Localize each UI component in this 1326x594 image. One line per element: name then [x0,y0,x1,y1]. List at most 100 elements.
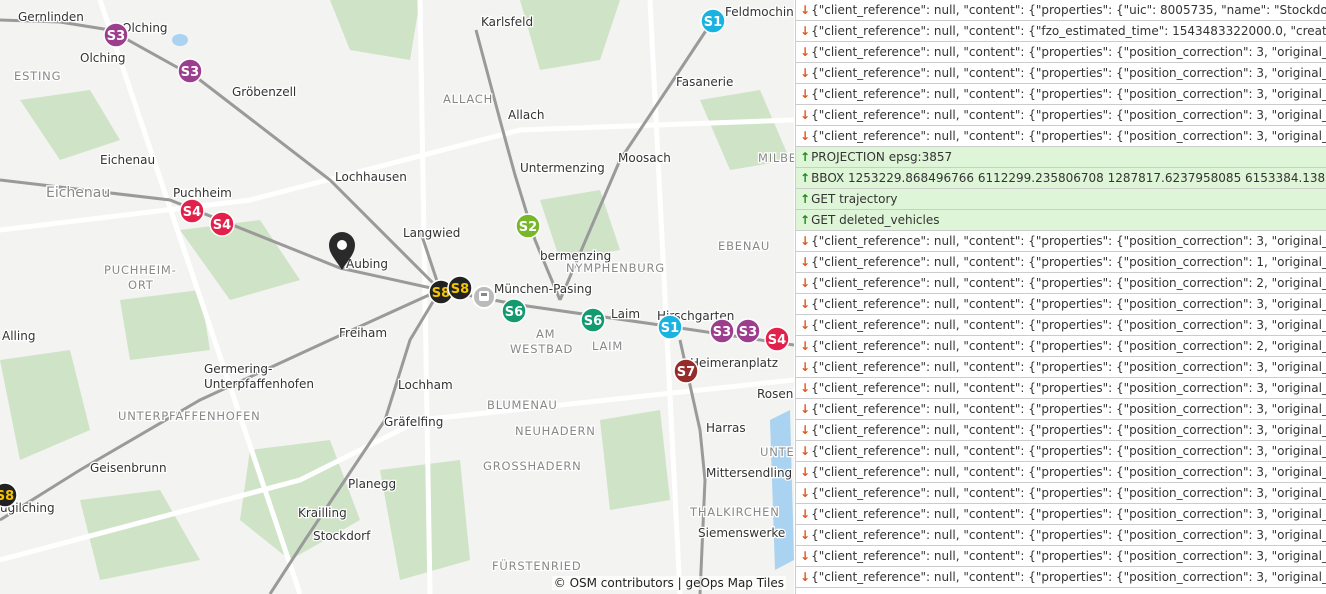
place-label: NYMPHENBURG [566,261,665,275]
log-row-sent[interactable]: ↑BBOX 1253229.868496766 6112299.23580670… [796,168,1326,189]
place-label: UNTER [760,445,794,459]
arrow-down-icon: ↓ [800,87,811,101]
log-row-received[interactable]: ↓{"client_reference": null, "content": {… [796,21,1326,42]
place-label: Olching [80,51,126,65]
websocket-log-panel[interactable]: ↓{"client_reference": null, "content": {… [795,0,1326,594]
place-label: GROSSHADERN [483,459,582,473]
train-marker-s4[interactable]: S4 [179,198,205,224]
water [172,34,794,570]
place-label: MILBE [758,151,794,165]
place-label: Geisenbrunn [90,461,167,475]
arrow-down-icon: ↓ [800,507,811,521]
train-marker-s4[interactable]: S4 [209,211,235,237]
arrow-up-icon: ↑ [800,171,811,185]
log-row-received[interactable]: ↓{"client_reference": null, "content": {… [796,294,1326,315]
log-row-sent[interactable]: ↑GET trajectory [796,189,1326,210]
log-text: BBOX 1253229.868496766 6112299.235806708… [811,171,1326,185]
log-row-received[interactable]: ↓{"client_reference": null, "content": {… [796,231,1326,252]
log-row-received[interactable]: ↓{"client_reference": null, "content": {… [796,0,1326,21]
train-circle [515,213,541,239]
log-row-received[interactable]: ↓{"client_reference": null, "content": {… [796,567,1326,588]
train-marker-s6[interactable]: S6 [501,298,527,324]
log-row-received[interactable]: ↓{"client_reference": null, "content": {… [796,126,1326,147]
map-canvas[interactable]: Gernlinden Olching Olching ESTING Gröbenzell… [0,0,794,594]
train-line-label: S1 [661,321,679,336]
log-text: {"client_reference": null, "content": {"… [811,402,1326,416]
log-row-received[interactable]: ↓{"client_reference": null, "content": {… [796,42,1326,63]
place-label: Heimeranplatz [690,356,778,370]
place-label: THALKIRCHEN [689,505,780,519]
log-row-received[interactable]: ↓{"client_reference": null, "content": {… [796,315,1326,336]
place-label: Karlsfeld [481,15,533,29]
train-circle [179,198,205,224]
arrow-down-icon: ↓ [800,66,811,80]
log-row-received[interactable]: ↓{"client_reference": null, "content": {… [796,483,1326,504]
log-row-received[interactable]: ↓{"client_reference": null, "content": {… [796,462,1326,483]
log-text: {"client_reference": null, "content": {"… [811,507,1326,521]
train-marker-s1[interactable]: S1 [657,314,683,340]
log-row-received[interactable]: ↓{"client_reference": null, "content": {… [796,273,1326,294]
log-row-received[interactable]: ↓{"client_reference": null, "content": {… [796,420,1326,441]
log-row-received[interactable]: ↓{"client_reference": null, "content": {… [796,63,1326,84]
roads [0,0,794,594]
place-label: AM [536,327,555,341]
place-label: Puchheim [173,186,232,200]
log-row-received[interactable]: ↓{"client_reference": null, "content": {… [796,525,1326,546]
train-marker-s4[interactable]: S4 [764,326,790,352]
place-label: Unterpfaffenhofen [204,377,314,391]
log-row-sent[interactable]: ↑GET deleted_vehicles [796,210,1326,231]
place-label: Laim [611,307,640,321]
train-marker-s2[interactable]: S2 [515,213,541,239]
train-marker-s6[interactable]: S6 [580,307,606,333]
log-text: {"client_reference": null, "content": {"… [811,528,1326,542]
log-row-sent[interactable]: ↑PROJECTION epsg:3857 [796,147,1326,168]
train-marker-s1[interactable]: S1 [700,8,726,34]
log-text: GET trajectory [811,192,898,206]
log-row-received[interactable]: ↓{"client_reference": null, "content": {… [796,504,1326,525]
place-label: Fasanerie [676,75,733,89]
map-view[interactable]: Gernlinden Olching Olching ESTING Gröbenzell… [0,0,794,594]
log-row-received[interactable]: ↓{"client_reference": null, "content": {… [796,441,1326,462]
log-row-received[interactable]: ↓{"client_reference": null, "content": {… [796,378,1326,399]
log-text: {"client_reference": null, "content": {"… [811,108,1326,122]
train-marker-s3[interactable]: S3 [103,22,129,48]
log-text: {"client_reference": null, "content": {"… [811,87,1326,101]
place-label: BLUMENAU [487,398,558,412]
train-circle [700,8,726,34]
log-text: {"client_reference": null, "content": {"… [811,570,1326,584]
log-row-received[interactable]: ↓{"client_reference": null, "content": {… [796,399,1326,420]
arrow-down-icon: ↓ [800,108,811,122]
log-row-received[interactable]: ↓{"client_reference": null, "content": {… [796,105,1326,126]
train-marker-s3[interactable]: S3 [735,318,761,344]
place-label: LAIM [592,339,623,353]
log-row-received[interactable]: ↓{"client_reference": null, "content": {… [796,84,1326,105]
place-label: Langwied [403,226,460,240]
train-line-label: S6 [584,314,602,329]
map-attribution[interactable]: © OSM contributors | geOps Map Tiles [551,576,786,590]
train-line-label: S8 [0,489,14,504]
train-marker-s8[interactable]: S8 [0,482,18,508]
train-marker-s3[interactable]: S3 [709,318,735,344]
train-marker-s8[interactable]: S8 [428,279,454,305]
place-label: Gräfelfing [384,415,443,429]
train-circle [103,22,129,48]
log-row-received[interactable]: ↓{"client_reference": null, "content": {… [796,252,1326,273]
place-label: Allach [508,108,544,122]
train-marker-s7[interactable]: S7 [673,358,699,384]
train-line-label: S4 [183,205,201,220]
log-row-received[interactable]: ↓{"client_reference": null, "content": {… [796,546,1326,567]
train-marker-s3[interactable]: S3 [177,58,203,84]
log-text: {"client_reference": null, "content": {"… [811,339,1326,353]
place-label: Harras [706,421,746,435]
log-text: {"client_reference": null, "content": {"… [811,444,1326,458]
arrow-down-icon: ↓ [800,570,811,584]
train-station-icon[interactable] [472,285,496,309]
place-label: Lochham [398,378,453,392]
log-row-received[interactable]: ↓{"client_reference": null, "content": {… [796,336,1326,357]
map-pin-icon[interactable] [329,232,355,270]
log-text: PROJECTION epsg:3857 [811,150,953,164]
log-row-received[interactable]: ↓{"client_reference": null, "content": {… [796,357,1326,378]
place-label: Moosach [618,151,671,165]
train-line-label: S3 [181,65,199,80]
train-marker-s8[interactable]: S8 [447,275,473,301]
